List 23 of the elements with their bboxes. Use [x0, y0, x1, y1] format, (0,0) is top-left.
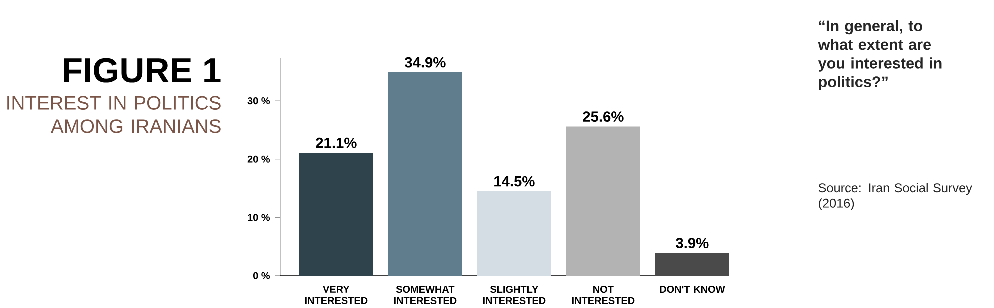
- bar: [655, 253, 730, 276]
- x-tick-label: SOMEWHAT INTERESTED: [394, 286, 457, 304]
- x-tick-label: NOT INTERESTED: [572, 286, 635, 304]
- bar: [566, 126, 640, 276]
- x-tick-label: SLIGHTLY INTERESTED: [483, 286, 546, 304]
- data-label: 3.9%: [676, 238, 709, 248]
- text: INTEREST IN POLITICS AMONG IRANIANS: [8, 96, 221, 134]
- bar: [477, 191, 552, 276]
- y-tick-label: 0 %: [253, 272, 270, 280]
- data-label: 25.6%: [583, 112, 624, 122]
- data-label: 34.9%: [404, 57, 446, 68]
- text: “In general, to what extent are you interested in politics?”: [818, 20, 942, 91]
- chart-title: FIGURE 1: [64, 58, 221, 83]
- y-tick-label: 20 %: [248, 156, 270, 163]
- data-label: 21.1%: [316, 138, 357, 148]
- bar: [388, 72, 462, 276]
- bar: [299, 152, 374, 276]
- y-tick-label: 10 %: [248, 214, 270, 222]
- x-tick-label: VERY INTERESTED: [305, 286, 368, 304]
- data-label: 14.5%: [494, 176, 535, 187]
- source-note: Source: Iran Social Survey (2016): [818, 183, 972, 210]
- y-tick-label: 30 %: [248, 98, 270, 105]
- x-tick-label: DON'T KNOW: [660, 286, 726, 294]
